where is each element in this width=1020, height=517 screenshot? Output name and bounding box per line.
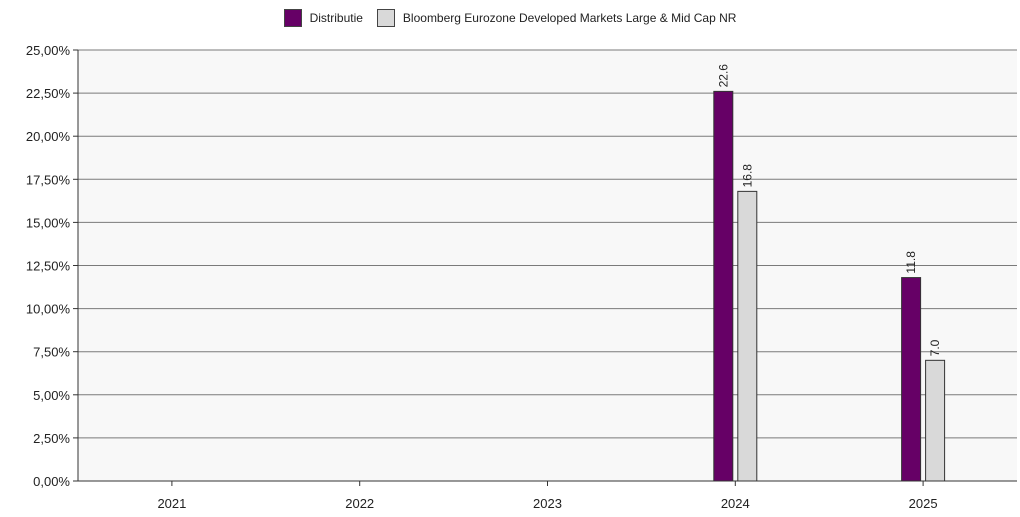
y-tick-label: 7,50% bbox=[33, 345, 70, 360]
data-label: 22.6 bbox=[716, 64, 730, 88]
y-tick-label: 20,00% bbox=[26, 129, 71, 144]
legend-label-benchmark: Bloomberg Eurozone Developed Markets Lar… bbox=[402, 11, 737, 25]
x-tick-label: 2023 bbox=[533, 496, 562, 511]
legend-swatch-benchmark bbox=[376, 9, 395, 27]
y-tick-label: 0,00% bbox=[33, 474, 70, 489]
y-tick-label: 25,00% bbox=[26, 43, 71, 58]
data-label: 7.0 bbox=[928, 339, 942, 356]
bar bbox=[901, 277, 922, 482]
x-tick-label: 2021 bbox=[157, 496, 186, 511]
bar bbox=[737, 190, 758, 482]
legend-swatch-distributie bbox=[283, 9, 302, 27]
y-tick-label: 10,00% bbox=[26, 302, 71, 317]
legend-label-distributie: Distributie bbox=[309, 11, 363, 25]
y-tick-label: 15,00% bbox=[26, 215, 71, 230]
bar bbox=[925, 359, 946, 482]
y-tick-label: 2,50% bbox=[33, 431, 70, 446]
bar bbox=[713, 90, 734, 482]
legend: Distributie Bloomberg Eurozone Developed… bbox=[0, 6, 1020, 30]
legend-item-distributie: Distributie bbox=[283, 9, 363, 27]
legend-item-benchmark: Bloomberg Eurozone Developed Markets Lar… bbox=[376, 9, 737, 27]
data-label: 16.8 bbox=[740, 164, 754, 188]
y-tick-label: 17,50% bbox=[26, 172, 71, 187]
y-tick-label: 22,50% bbox=[26, 86, 71, 101]
x-tick-label: 2024 bbox=[721, 496, 750, 511]
y-tick-label: 5,00% bbox=[33, 388, 70, 403]
x-tick-label: 2025 bbox=[909, 496, 938, 511]
data-label: 11.8 bbox=[904, 251, 918, 274]
x-tick-label: 2022 bbox=[345, 496, 374, 511]
y-tick-label: 12,50% bbox=[26, 259, 71, 274]
